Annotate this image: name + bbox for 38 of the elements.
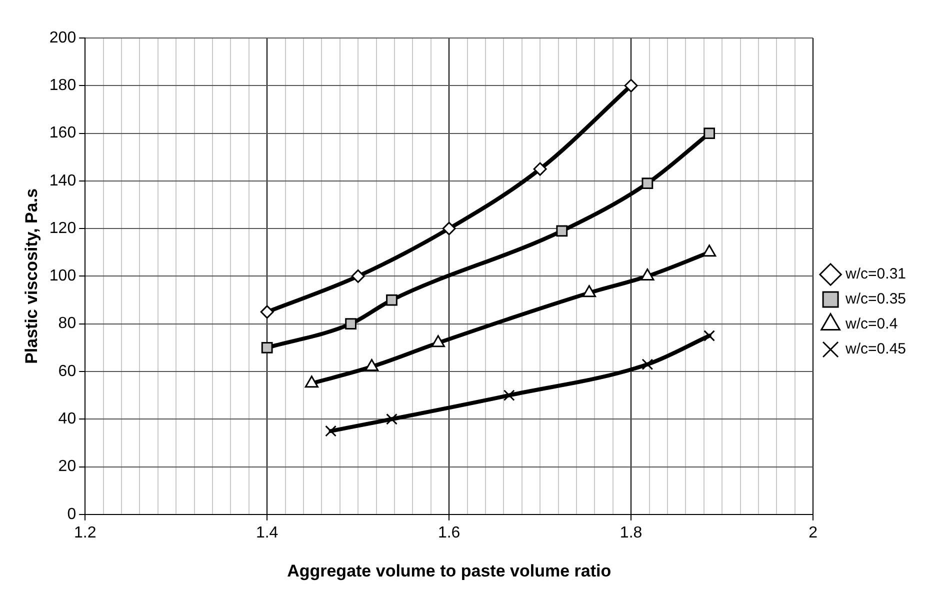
x-tick-label: 1.8 [620,524,642,542]
y-tick-label: 60 [58,362,76,380]
point [442,222,456,236]
y-tick-label: 140 [49,172,76,190]
legend-label: w/c=0.4 [844,316,898,333]
y-tick-label: 180 [49,77,76,94]
y-tick-label: 80 [58,315,76,332]
point [556,225,568,237]
y-tick-label: 40 [58,410,76,428]
x-tick-label: 1.2 [74,524,96,542]
point [260,305,274,319]
point [533,162,547,176]
point [642,178,654,189]
point [325,425,336,437]
y-tick-label: 20 [58,458,76,476]
legend-label: w/c=0.45 [844,340,906,358]
legend-label: w/c=0.35 [844,290,906,308]
y-axis-title: Plastic viscosity, Pa.s [22,188,41,364]
x-tick-label: 1.6 [438,524,460,542]
y-tick-label: 100 [49,268,76,285]
point [351,269,365,283]
point [386,413,398,425]
legend-label: w/c=0.31 [844,266,906,283]
point [642,358,654,370]
point [386,294,398,306]
y-tick-label: 0 [67,506,76,523]
y-tick-label: 120 [49,220,76,237]
point [624,78,638,92]
x-axis-title: Aggregate volume to paste volume ratio [287,561,612,580]
point [704,330,716,342]
x-tick-label: 1.4 [256,524,278,542]
x-tick-label: 2 [808,524,818,542]
point [503,390,515,401]
y-tick-label: 200 [49,29,76,46]
y-tick-label: 160 [49,124,76,142]
point [261,342,273,354]
point [345,318,356,330]
point [704,128,716,139]
